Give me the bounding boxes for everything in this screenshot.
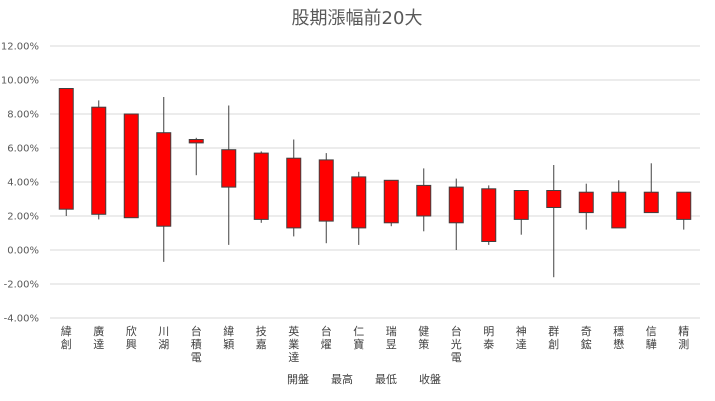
category-label: 明泰 (483, 325, 494, 351)
category-label: 緯穎 (223, 324, 234, 351)
category-label: 緯創 (61, 324, 72, 351)
candle-body (58, 88, 74, 210)
candle-body (448, 186, 464, 224)
candle-body (643, 191, 659, 214)
category-label: 精測 (678, 325, 689, 351)
y-tick-label: 6.00% (7, 144, 39, 155)
candle-body (546, 190, 562, 208)
legend-close: 收盤 (419, 372, 441, 386)
category-label: 技嘉 (256, 325, 267, 351)
category-label: 欣興 (126, 324, 137, 351)
candle-body (221, 149, 237, 188)
chart-title: 股期漲幅前20大 (292, 8, 423, 29)
y-tick-label: 10.00% (1, 76, 39, 87)
category-label: 台燿 (321, 324, 332, 351)
y-tick-label: 12.00% (1, 42, 39, 53)
candle-body (188, 139, 204, 144)
y-tick-label: 0.00% (7, 246, 39, 257)
y-tick-label: 2.00% (7, 212, 39, 223)
category-label: 神達 (516, 324, 527, 351)
candle-body (611, 191, 627, 229)
candle-body (318, 159, 334, 222)
category-label: 廣達 (93, 324, 104, 351)
legend-low: 最低 (375, 373, 397, 386)
candle-body (253, 152, 269, 220)
candle-body (578, 191, 594, 214)
candles (58, 88, 692, 278)
category-label: 台積電 (191, 324, 202, 364)
candle-body (481, 188, 497, 243)
category-label: 健策 (418, 325, 429, 351)
candle-body (416, 184, 432, 217)
legend-open: 開盤 (287, 373, 309, 386)
legend-high: 最高 (331, 372, 353, 386)
category-label: 瑞昱 (386, 324, 397, 351)
y-axis-ticks: -4.00% -2.00% 0.00% 2.00% 4.00% 6.00% 8.00% 10.… (1, 42, 39, 325)
y-tick-label: -4.00% (4, 314, 39, 325)
y-tick-label: -2.00% (4, 280, 39, 291)
legend: 開盤 最高 最低 收盤 (287, 372, 441, 386)
candle-body (156, 132, 172, 227)
category-label: 台光電 (451, 324, 462, 364)
candle-body (513, 190, 529, 220)
category-label: 群創 (548, 324, 559, 351)
category-label: 奇鋐 (581, 325, 592, 351)
candle-body (91, 106, 107, 215)
gridlines (50, 45, 700, 319)
category-label: 川湖 (158, 325, 169, 351)
category-label: 英業達 (288, 324, 299, 364)
y-tick-label: 4.00% (7, 178, 39, 189)
category-label: 穩懋 (613, 324, 624, 351)
candle-body (383, 179, 399, 224)
candle-body (351, 176, 367, 229)
category-label: 仁寶 (353, 325, 364, 351)
candle-body (676, 191, 692, 220)
category-label: 信驊 (646, 325, 657, 351)
candle-body (286, 157, 302, 229)
candle-body (123, 113, 139, 219)
y-tick-label: 8.00% (7, 110, 39, 121)
